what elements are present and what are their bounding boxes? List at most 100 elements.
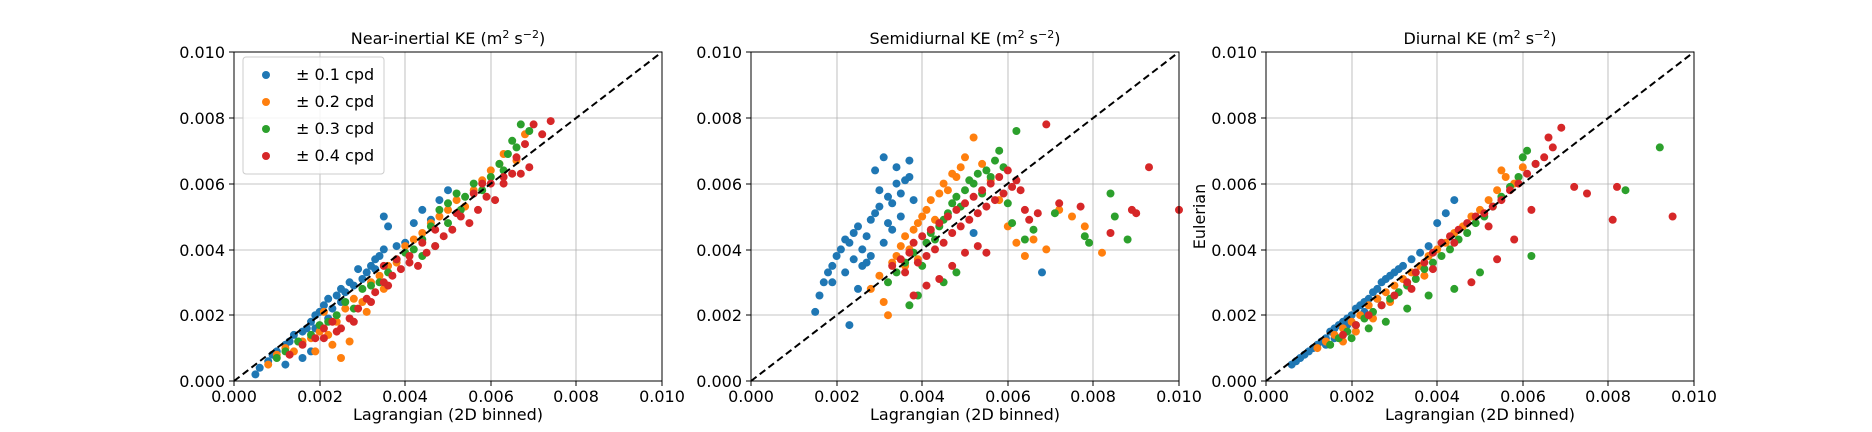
- legend-label-3: ± 0.4 cpd: [296, 146, 374, 165]
- panel-2-series-1-point-9: [913, 219, 922, 228]
- panel-2-series-0-point-6: [836, 245, 845, 254]
- panel-3-series-2-point-10: [1411, 275, 1420, 283]
- panel-2-series-3-point-39: [1145, 163, 1153, 172]
- panel-2-series-3-point-18: [969, 192, 978, 201]
- panel-2-y-tick-label-5: 0.010: [696, 43, 742, 62]
- panel-2-series-1-point-16: [943, 186, 952, 195]
- panel-2-y-tick-label-4: 0.008: [696, 109, 742, 128]
- panel-3-series-3-point-36: [1428, 265, 1437, 274]
- legend-label-2: ± 0.3 cpd: [296, 119, 374, 138]
- panel-2-series-3-point-6: [918, 232, 927, 241]
- panel-1-x-tick-label-5: 0.010: [639, 387, 685, 406]
- panel-2-series-1-point-31: [1068, 212, 1076, 221]
- panel-3-series-1-point-20: [1484, 196, 1493, 205]
- panel-1-series-1-point-28: [486, 166, 495, 175]
- panel-2-series-3-point-0: [888, 261, 897, 270]
- panel-2-series-2-point-14: [961, 186, 969, 195]
- panel-1-series-3-point-16: [431, 242, 440, 251]
- panel-2-y-ticks: 0.000 0.002 0.004 0.006 0.008 0.010: [696, 43, 751, 391]
- panel-3-title: Diurnal KE (m2 s−2): [1403, 28, 1556, 48]
- panel-2-series-1-point-1: [875, 271, 884, 280]
- panel-1-series-3-point-13: [405, 258, 414, 267]
- panel-1-series-3-point-46: [367, 298, 375, 306]
- panel-2-series-3-point-36: [1106, 229, 1115, 237]
- panel-2-series-2-point-35: [905, 301, 914, 310]
- panel-3-series-3-point-5: [1403, 278, 1412, 287]
- panel-3-series-2-point-24: [1523, 146, 1532, 155]
- panel-2-series-2-point-25: [1008, 219, 1017, 228]
- panel-3-series-3-point-32: [1510, 235, 1519, 244]
- panel-2-series-3-point-4: [909, 238, 918, 247]
- panel-3-series-1-point-23: [1501, 173, 1510, 181]
- panel-3-series-3-point-19: [1523, 169, 1532, 178]
- panel-1-series-1-point-20: [418, 229, 427, 237]
- panel-1-series-0-point-28: [379, 212, 388, 221]
- panel-1-x-tick-label-4: 0.008: [553, 387, 599, 406]
- panel-2-series-3-point-12: [943, 212, 952, 221]
- panel-2-series-2-point-11: [948, 199, 957, 208]
- panel-1-series-3-point-1: [298, 340, 307, 349]
- panel-1-series-2-point-7: [341, 298, 350, 306]
- panel-1-series-2-point-10: [367, 281, 375, 290]
- panel-3-series-1-point-0: [1313, 344, 1322, 353]
- panel-1-series-2-point-21: [461, 192, 470, 201]
- panel-2-series-0-point-26: [854, 284, 862, 293]
- panel-2-series-1-point-27: [1020, 252, 1029, 260]
- panel-2-identity-line: [750, 51, 1180, 382]
- panel-1-series-1-point-23: [444, 205, 452, 214]
- panel-3-series-0-point-28: [1416, 248, 1425, 257]
- panel-1-series-1-point-22: [435, 212, 444, 221]
- legend-marker-1: [262, 98, 270, 106]
- panel-2: Semidiurnal KE (m2 s−2) 0.000: [696, 28, 1202, 424]
- panel-3-series-2-point-28: [1527, 252, 1536, 260]
- panel-1-series-3-point-38: [469, 189, 478, 198]
- panel-1-series-1-point-24: [452, 196, 461, 205]
- panel-2-series-3-point-17: [965, 215, 974, 224]
- panel-1-series-3-point-41: [516, 169, 525, 178]
- panel-2-series-3-point-1: [896, 255, 905, 264]
- panel-2-series-1-point-22: [978, 159, 987, 168]
- panel-1-series-3-point-21: [474, 205, 482, 214]
- panel-1-series-1-point-10: [341, 304, 350, 313]
- panel-2-series-3-point-16: [961, 199, 969, 208]
- panel-1-series-3-point-31: [546, 117, 555, 126]
- panel-2-series-1-point-32: [1080, 222, 1089, 231]
- panel-3-y-tick-label-0: 0.000: [1211, 372, 1257, 391]
- panel-1-series-3-point-24: [491, 196, 500, 205]
- panel-1-series-2-point-29: [525, 127, 534, 135]
- panel-1-y-tick-label-4: 0.008: [179, 109, 225, 128]
- panel-1-series-3-point-3: [319, 324, 328, 333]
- panel-3-y-tick-label-5: 0.010: [1211, 43, 1257, 62]
- legend-marker-3: [262, 152, 270, 160]
- panel-1-series-2-point-26: [503, 150, 512, 158]
- panel-2-series-0-point-20: [892, 179, 901, 188]
- panel-1-series-1-point-36: [362, 307, 371, 316]
- panel-2-series-3-point-29: [1016, 186, 1025, 195]
- panel-1-series-3-point-26: [508, 169, 517, 178]
- panel-1-series-2-point-27: [508, 136, 517, 145]
- panel-2-series-1-point-29: [1042, 245, 1051, 254]
- panel-1-series-0-point-30: [392, 242, 401, 251]
- panel-3-series-3-point-23: [1557, 123, 1566, 132]
- panel-2-y-tick-label-0: 0.000: [696, 372, 742, 391]
- panel-3-series-0-point-32: [1450, 196, 1459, 205]
- panel-2-x-ticks: 0.000 0.002 0.004 0.006 0.008 0.010: [728, 381, 1202, 406]
- panel-2-series-3-point-30: [1020, 205, 1029, 214]
- panel-3-y-axis-label: Eulerian: [1190, 184, 1209, 250]
- panel-2-series-2-point-20: [986, 173, 995, 181]
- panel-1-identity-line: [233, 51, 663, 382]
- panel-1-series-1-point-12: [349, 294, 358, 303]
- panel-1-series-1-point-9: [337, 354, 345, 362]
- panel-2-series-2-point-19: [982, 166, 991, 175]
- panel-3-x-tick-label-0: 0.000: [1243, 387, 1289, 406]
- panel-3-series-2-point-12: [1428, 258, 1437, 267]
- panel-1-series-0-point-29: [384, 222, 393, 231]
- panel-1-series-2-point-35: [512, 143, 521, 152]
- panel-2-series-2-point-32: [1106, 189, 1115, 198]
- panel-2-series-3-point-42: [922, 281, 931, 290]
- panel-2-series-3-point-44: [948, 261, 957, 270]
- panel-1-series-3-point-9: [371, 288, 380, 297]
- panel-2-series-0-point-13: [866, 215, 875, 224]
- panel-1-series-1-point-34: [328, 340, 337, 349]
- panel-2-series-3-point-22: [986, 179, 995, 188]
